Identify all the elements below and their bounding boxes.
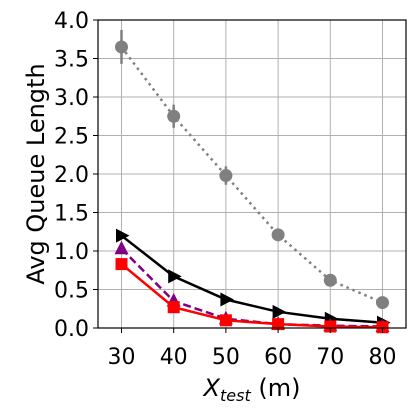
- x-axis-label-sub: test: [220, 386, 251, 405]
- tick-marks: [93, 19, 384, 333]
- data-point: [114, 240, 129, 255]
- x-axis-label-main: X: [202, 374, 221, 402]
- x-tick-label: 50: [212, 345, 240, 370]
- y-tick-label: 0.5: [54, 279, 89, 304]
- y-tick-label: 1.5: [54, 202, 89, 227]
- series-layer: [114, 30, 391, 334]
- data-point: [115, 228, 130, 243]
- y-tick-label: 4.0: [54, 9, 89, 34]
- y-tick-label: 3.5: [54, 48, 89, 73]
- data-point: [271, 228, 285, 242]
- series-line: [120, 234, 383, 324]
- data-point: [168, 269, 182, 284]
- x-axis-label: Xtest (m): [202, 374, 301, 405]
- y-tick-label: 2.0: [54, 163, 89, 188]
- y-tick-label: 0.0: [54, 317, 89, 342]
- x-tick-label: 60: [264, 345, 292, 370]
- data-point: [167, 109, 181, 123]
- data-point: [376, 296, 390, 310]
- series-line: [120, 46, 384, 304]
- data-point: [376, 321, 389, 334]
- x-tick-label: 40: [160, 345, 188, 370]
- y-tick-label: 1.0: [54, 240, 89, 265]
- data-point: [272, 304, 287, 319]
- grid: [98, 19, 406, 329]
- data-point: [324, 320, 337, 333]
- data-point: [167, 301, 180, 314]
- series-2: [115, 228, 391, 330]
- y-tick-label: 3.0: [54, 86, 89, 111]
- data-point: [114, 40, 128, 54]
- series-3: [114, 240, 390, 332]
- x-tick-label: 80: [369, 345, 397, 370]
- x-axis-label-unit: (m): [251, 374, 301, 402]
- data-point: [272, 318, 285, 331]
- series-line: [120, 263, 383, 329]
- data-point: [115, 258, 128, 271]
- y-axis-label: Avg Queue Length: [22, 63, 50, 284]
- data-point: [220, 292, 234, 307]
- data-point: [323, 273, 337, 287]
- series-4: [115, 258, 389, 334]
- data-point: [219, 169, 233, 183]
- x-tick-label: 30: [107, 345, 135, 370]
- series-1: [114, 30, 390, 310]
- data-point: [219, 314, 232, 327]
- y-tick-label: 2.5: [54, 125, 89, 150]
- x-tick-label: 70: [316, 345, 344, 370]
- series-line: [120, 247, 383, 328]
